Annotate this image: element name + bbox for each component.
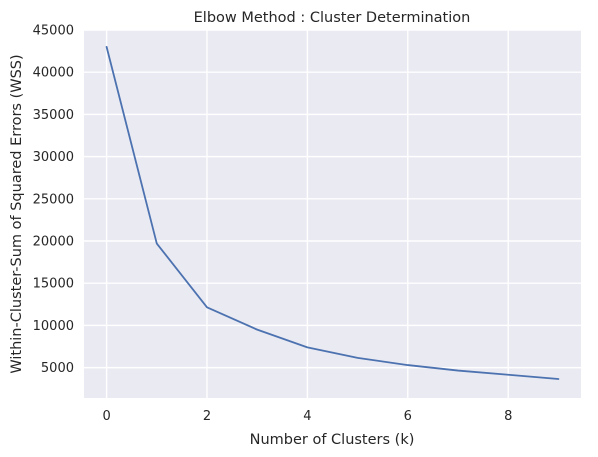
series-lines	[105, 45, 560, 380]
x-tick-label: 2	[203, 409, 211, 424]
x-tick-labels: 0 2 4 6 8	[102, 409, 512, 424]
wss-line	[105, 45, 560, 380]
x-axis-label: Number of Clusters (k)	[250, 432, 415, 448]
x-tick-label: 8	[504, 409, 512, 424]
plot-background	[84, 30, 581, 398]
x-tick-label: 6	[404, 409, 412, 424]
y-tick-label: 5000	[41, 361, 74, 376]
y-tick-label: 45000	[33, 24, 74, 39]
x-tick-label: 0	[102, 409, 110, 424]
y-tick-labels: 5000 10000 15000 20000 25000 30000 35000 40000 4…	[33, 24, 74, 377]
x-tick-label: 4	[303, 409, 311, 424]
y-tick-label: 30000	[33, 150, 74, 165]
grid-lines	[84, 29, 581, 398]
y-tick-label: 40000	[33, 66, 74, 81]
y-tick-label: 25000	[33, 192, 74, 207]
y-tick-label: 35000	[33, 108, 74, 123]
chart-title: Elbow Method : Cluster Determination	[194, 10, 471, 26]
y-tick-label: 15000	[33, 277, 74, 292]
y-tick-label: 20000	[33, 235, 74, 250]
y-tick-label: 10000	[33, 319, 74, 334]
y-axis-label: Within-Cluster-Sum of Squared Errors (WS…	[9, 54, 25, 373]
